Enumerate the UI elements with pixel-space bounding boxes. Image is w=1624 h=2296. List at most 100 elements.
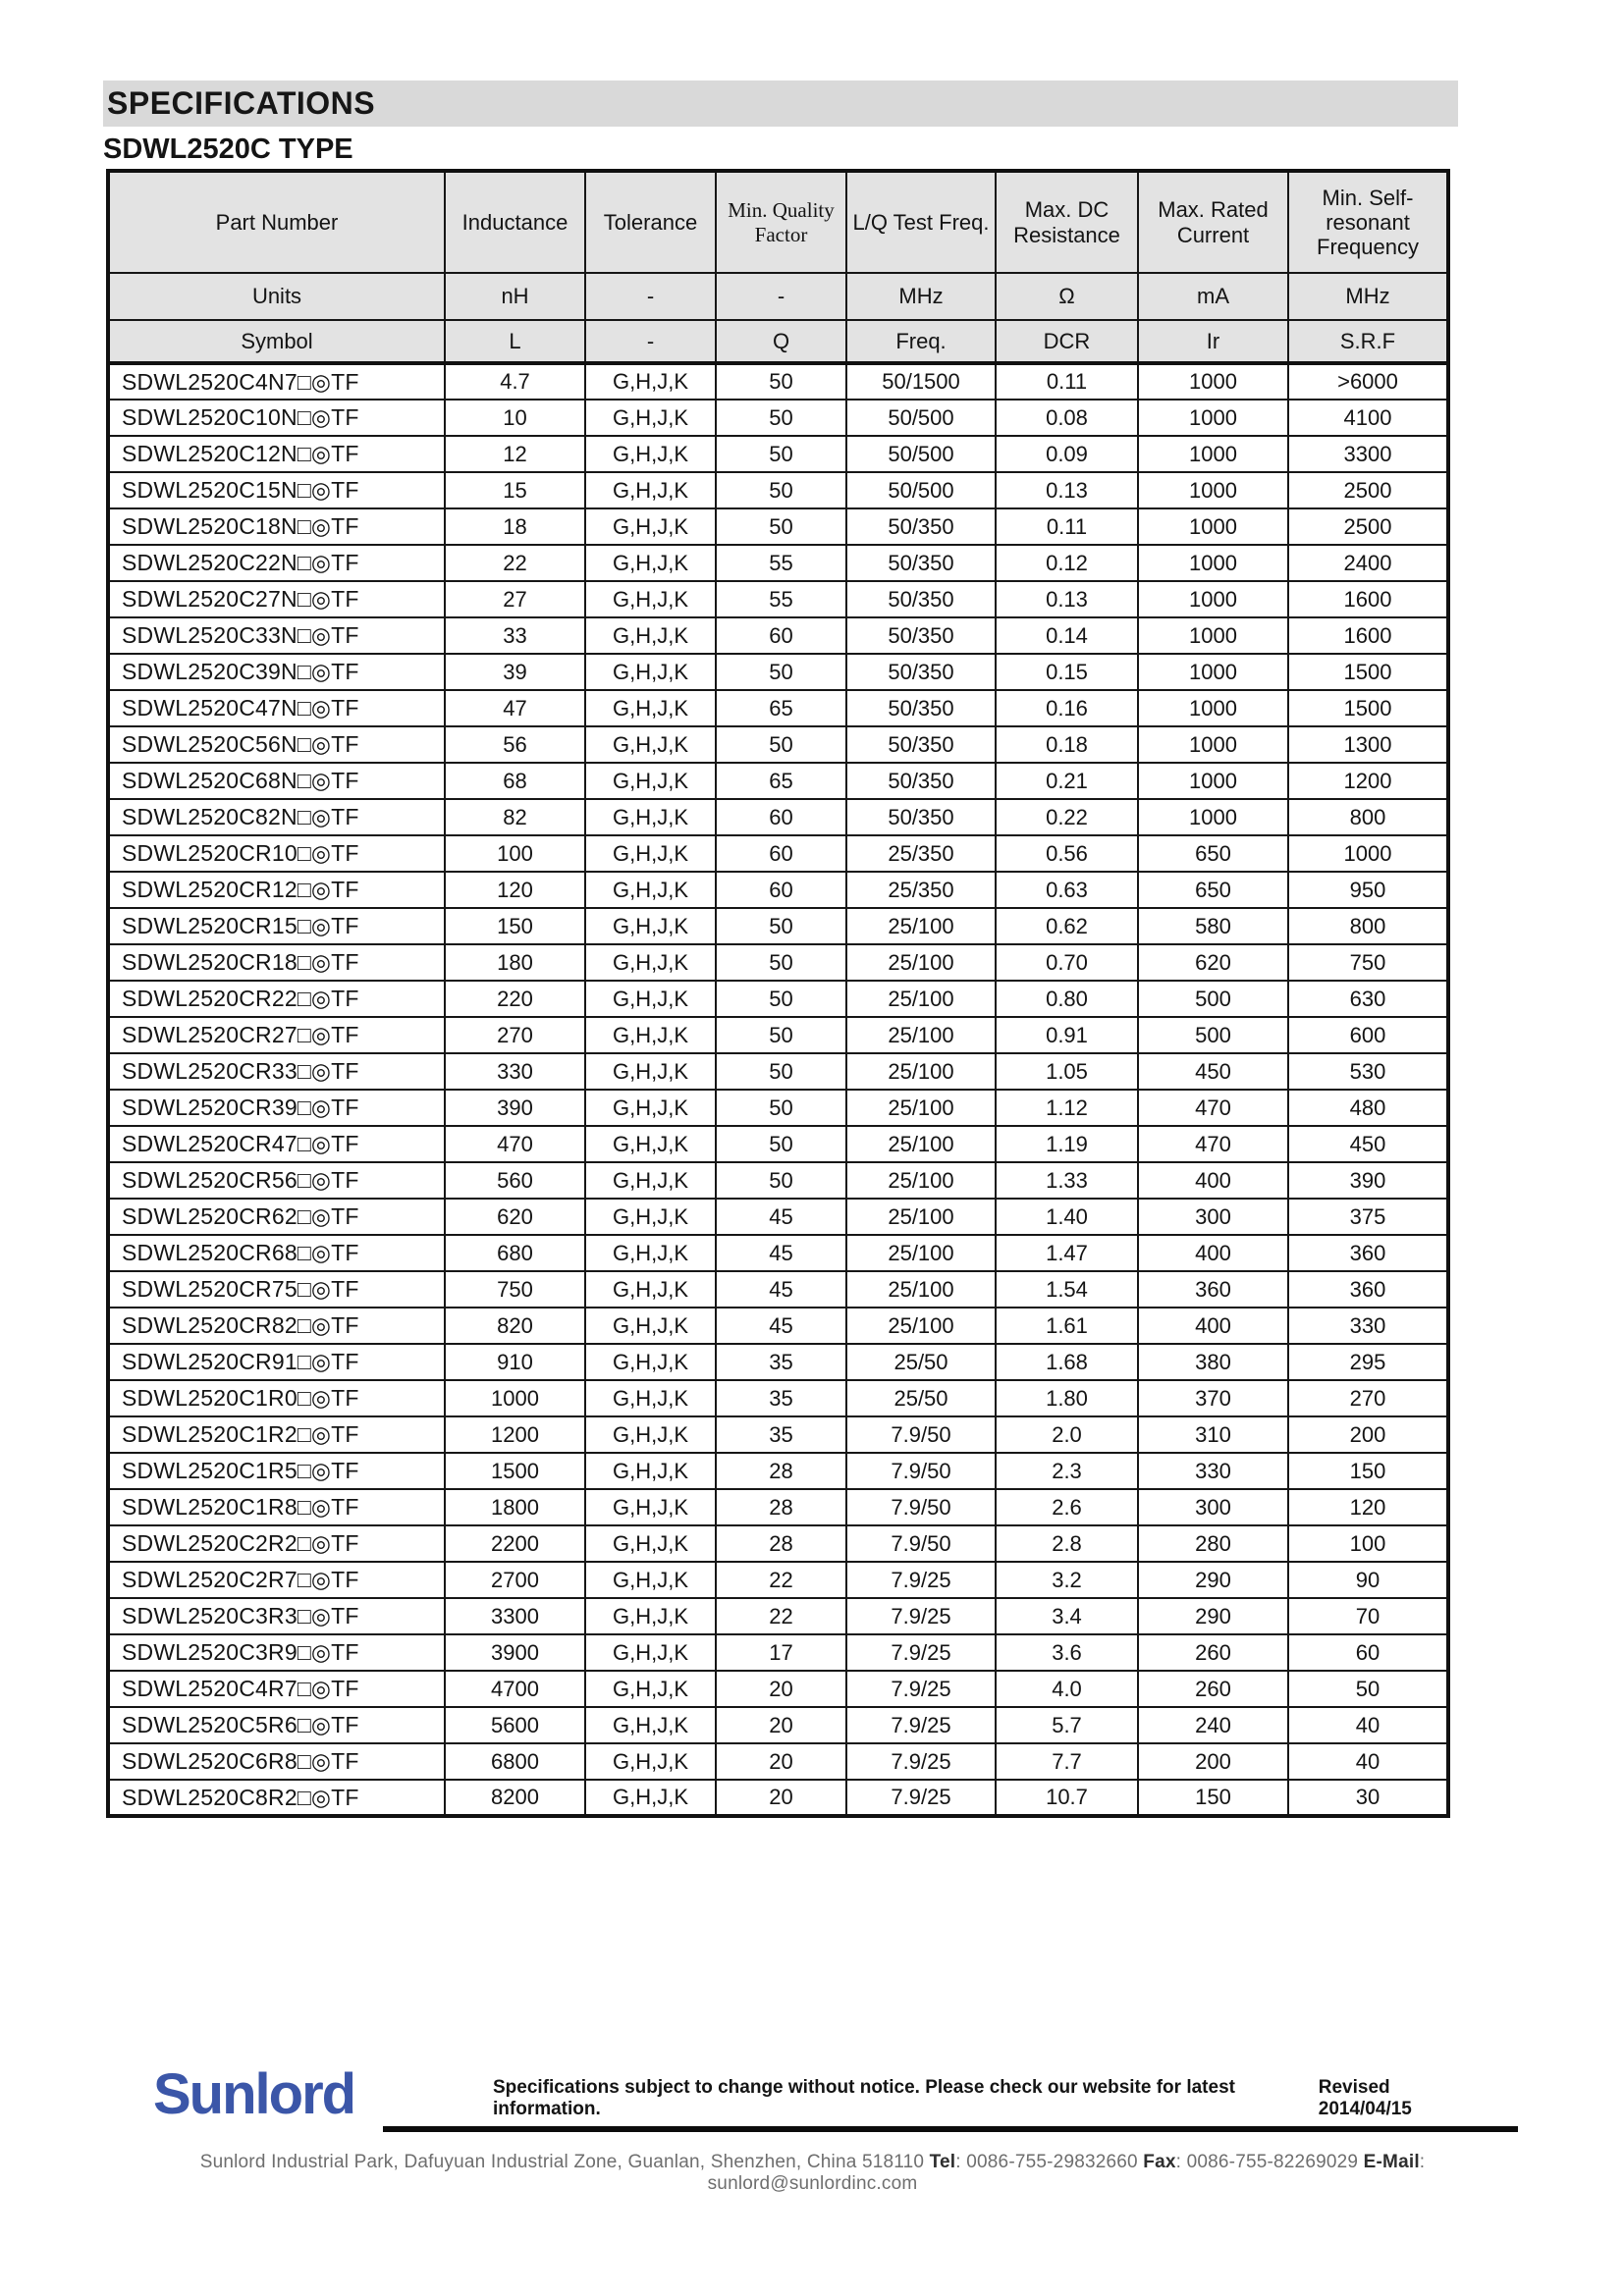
table-cell: 20: [715, 1742, 847, 1781]
table-cell: G,H,J,K: [584, 871, 717, 909]
table-cell: 6800: [444, 1742, 586, 1781]
page-subtitle: SDWL2520C TYPE: [103, 133, 353, 165]
table-cell: 25/100: [845, 980, 997, 1018]
table-row: SDWL2520CR15□◎TF 150 G,H,J,K 50 25/100 0.62 58…: [107, 907, 1449, 945]
table-cell: 50: [715, 362, 847, 400]
table-cell: 650: [1137, 871, 1289, 909]
spec-table: Part Number Inductance Tolerance Min. Qu…: [106, 169, 1450, 1818]
part-number-cell: SDWL2520C82N□◎TF: [107, 798, 446, 836]
table-cell: G,H,J,K: [584, 980, 717, 1018]
table-cell: 25/100: [845, 907, 997, 945]
table-cell: 2400: [1287, 544, 1449, 582]
table-row: SDWL2520C2R7□◎TF 2700 G,H,J,K 22 7.9/25 3.2 29…: [107, 1561, 1449, 1599]
part-number-cell: SDWL2520CR33□◎TF: [107, 1052, 446, 1091]
table-cell: 50: [715, 1125, 847, 1163]
table-cell: 300: [1137, 1198, 1289, 1236]
table-cell: 120: [444, 871, 586, 909]
table-cell: 470: [444, 1125, 586, 1163]
table-cell: 270: [1287, 1379, 1449, 1417]
fax-value: : 0086-755-82269029: [1175, 2152, 1364, 2172]
table-cell: G,H,J,K: [584, 1779, 717, 1817]
table-cell: 7.9/50: [845, 1524, 997, 1563]
table-cell: 290: [1137, 1597, 1289, 1635]
table-cell: L: [444, 319, 586, 365]
table-cell: 22: [715, 1597, 847, 1635]
table-cell: 25/350: [845, 834, 997, 873]
table-cell: 50/350: [845, 798, 997, 836]
table-cell: 1600: [1287, 580, 1449, 618]
table-cell: G,H,J,K: [584, 834, 717, 873]
table-cell: 620: [1137, 943, 1289, 982]
table-cell: 10: [444, 399, 586, 437]
table-cell: 0.14: [995, 616, 1139, 655]
table-row: SDWL2520CR91□◎TF 910 G,H,J,K 35 25/50 1.68 380…: [107, 1343, 1449, 1381]
table-cell: 50: [715, 907, 847, 945]
table-cell: 7.9/25: [845, 1742, 997, 1781]
table-cell: 50: [715, 725, 847, 764]
table-cell: G,H,J,K: [584, 1234, 717, 1272]
table-cell: G,H,J,K: [584, 1452, 717, 1490]
column-header-dc-resistance: Max. DC Resistance: [995, 170, 1139, 274]
table-cell: G,H,J,K: [584, 1198, 717, 1236]
part-number-cell: SDWL2520C27N□◎TF: [107, 580, 446, 618]
table-cell: 25/50: [845, 1343, 997, 1381]
part-number-cell: SDWL2520CR91□◎TF: [107, 1343, 446, 1381]
disclaimer-text: Specifications subject to change without…: [493, 2077, 1235, 2119]
table-cell: 50/350: [845, 616, 997, 655]
table-cell: 50: [715, 943, 847, 982]
table-row: SDWL2520C4R7□◎TF 4700 G,H,J,K 20 7.9/25 4.0 26…: [107, 1670, 1449, 1708]
table-cell: 1000: [444, 1379, 586, 1417]
part-number-cell: SDWL2520CR22□◎TF: [107, 980, 446, 1018]
table-cell: -: [584, 319, 717, 365]
table-cell: G,H,J,K: [584, 762, 717, 800]
table-cell: 390: [1287, 1161, 1449, 1200]
part-number-cell: SDWL2520C47N□◎TF: [107, 689, 446, 727]
table-cell: 1500: [1287, 653, 1449, 691]
table-cell: 2.8: [995, 1524, 1139, 1563]
table-row: SDWL2520C82N□◎TF 82 G,H,J,K 60 50/350 0.22 100…: [107, 798, 1449, 836]
email-value: : sunlord@sunlordinc.com: [707, 2152, 1426, 2194]
table-cell: 800: [1287, 798, 1449, 836]
table-cell: 1.19: [995, 1125, 1139, 1163]
table-cell: 370: [1137, 1379, 1289, 1417]
table-cell: 30: [1287, 1779, 1449, 1817]
table-cell: 50: [1287, 1670, 1449, 1708]
table-cell: G,H,J,K: [584, 1561, 717, 1599]
table-cell: 28: [715, 1524, 847, 1563]
part-number-cell: SDWL2520C22N□◎TF: [107, 544, 446, 582]
table-cell: 0.63: [995, 871, 1139, 909]
table-cell: S.R.F: [1287, 319, 1449, 365]
column-header-part-number: Part Number: [107, 170, 446, 274]
table-cell: 0.11: [995, 507, 1139, 546]
table-cell: 1000: [1137, 399, 1289, 437]
table-row: SDWL2520CR10□◎TF 100 G,H,J,K 60 25/350 0.56 65…: [107, 834, 1449, 873]
table-cell: 0.22: [995, 798, 1139, 836]
table-row: SDWL2520CR33□◎TF 330 G,H,J,K 50 25/100 1.05 45…: [107, 1052, 1449, 1091]
tel-label: Tel: [929, 2152, 956, 2172]
table-cell: 360: [1287, 1234, 1449, 1272]
table-cell: 0.91: [995, 1016, 1139, 1054]
table-cell: 82: [444, 798, 586, 836]
specifications-banner: SPECIFICATIONS: [103, 80, 1458, 127]
table-cell: 65: [715, 689, 847, 727]
table-cell: 100: [1287, 1524, 1449, 1563]
table-cell: 45: [715, 1198, 847, 1236]
table-cell: 25/100: [845, 943, 997, 982]
table-cell: 2200: [444, 1524, 586, 1563]
table-cell: 1000: [1137, 689, 1289, 727]
table-cell: 45: [715, 1307, 847, 1345]
table-cell: 3.4: [995, 1597, 1139, 1635]
table-cell: 0.13: [995, 471, 1139, 509]
part-number-cell: SDWL2520CR15□◎TF: [107, 907, 446, 945]
table-row: SDWL2520CR82□◎TF 820 G,H,J,K 45 25/100 1.61 40…: [107, 1307, 1449, 1345]
table-cell: 1600: [1287, 616, 1449, 655]
table-cell: -: [715, 272, 847, 321]
table-cell: 1500: [1287, 689, 1449, 727]
revised-date: Revised 2014/04/15: [1318, 2077, 1412, 2119]
table-cell: 330: [444, 1052, 586, 1091]
part-number-cell: SDWL2520CR75□◎TF: [107, 1270, 446, 1308]
table-cell: 3.2: [995, 1561, 1139, 1599]
table-cell: 2.0: [995, 1415, 1139, 1454]
part-number-cell: SDWL2520C6R8□◎TF: [107, 1742, 446, 1781]
table-cell: G,H,J,K: [584, 725, 717, 764]
